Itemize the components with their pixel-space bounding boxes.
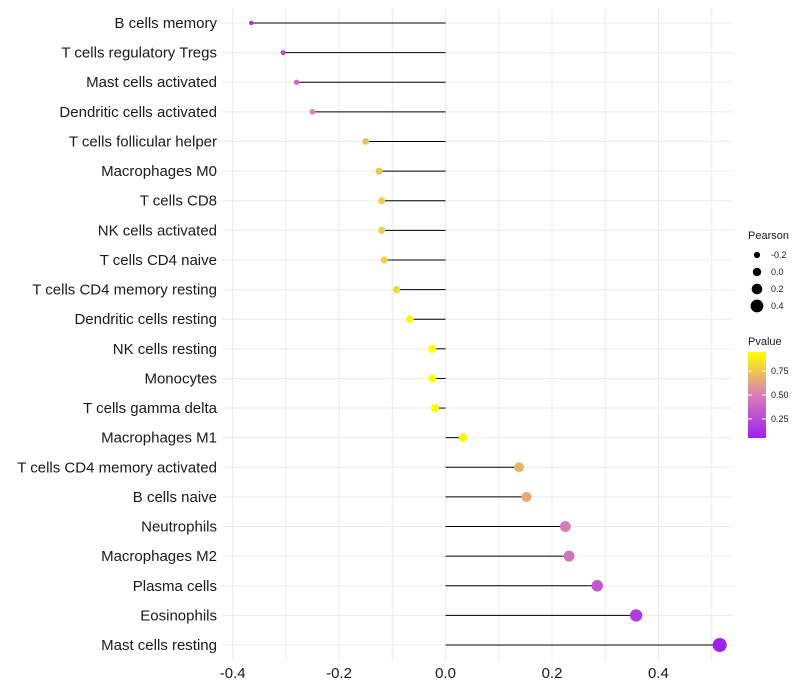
lollipop-point xyxy=(392,285,401,294)
category-label: T cells follicular helper xyxy=(69,133,217,150)
category-label: NK cells resting xyxy=(113,341,217,358)
lollipop-point xyxy=(591,580,604,592)
lollipop-point xyxy=(563,550,575,562)
category-label: B cells naive xyxy=(133,489,217,506)
colorbar-tick-label: 0.50 xyxy=(771,390,789,400)
pvalue-colorbar xyxy=(748,352,766,438)
category-labels: B cells memory T cells regulatory Tregs Ma… xyxy=(17,15,217,654)
stem-layer xyxy=(251,22,720,646)
size-legend-items: -0.2 0.0 0.2 0.4 xyxy=(750,250,787,313)
x-axis-ticks: -0.4 -0.2 0.0 0.2 0.4 xyxy=(220,665,669,682)
category-label: Plasma cells xyxy=(133,578,217,595)
colorbar-ticks: 0.75 0.50 0.25 xyxy=(748,366,789,424)
x-tick-label: 0.0 xyxy=(435,665,456,682)
category-label: Eosinophils xyxy=(140,607,217,624)
category-label: B cells memory xyxy=(114,15,217,32)
lollipop-point xyxy=(712,637,727,653)
category-label: T cells CD4 memory activated xyxy=(17,459,217,476)
category-label: Dendritic cells resting xyxy=(74,311,217,328)
lollipop-point xyxy=(378,197,386,205)
size-legend-label: 0.2 xyxy=(771,284,784,294)
lollipop-point xyxy=(309,109,316,115)
category-label: T cells CD4 naive xyxy=(100,252,217,269)
lollipop-point xyxy=(362,138,370,145)
lollipop-point xyxy=(559,521,571,532)
lollipop-point xyxy=(521,491,532,502)
lollipop-point xyxy=(428,374,437,383)
category-label: Dendritic cells activated xyxy=(59,104,217,121)
grid-layer xyxy=(222,8,733,660)
category-label: Mast cells activated xyxy=(86,74,217,91)
lollipop-point xyxy=(428,344,437,353)
size-legend-label: -0.2 xyxy=(771,250,787,260)
category-label: T cells CD8 xyxy=(140,193,217,210)
point-layer xyxy=(249,20,727,653)
color-legend-title: Pvalue xyxy=(748,336,782,348)
size-legend-title: Pearson xyxy=(748,230,789,242)
category-label: T cells CD4 memory resting xyxy=(32,282,217,299)
category-label: Neutrophils xyxy=(141,519,217,536)
legend: Pearson -0.2 0.0 0.2 0.4 Pvalue 0.75 0.50 0.2… xyxy=(748,230,789,438)
lollipop-point xyxy=(406,315,414,324)
category-label: T cells regulatory Tregs xyxy=(61,45,217,62)
category-label: Macrophages M0 xyxy=(101,163,217,180)
colorbar-tick-label: 0.25 xyxy=(771,414,789,424)
size-legend-label: 0.4 xyxy=(771,301,784,311)
size-legend-dot xyxy=(753,251,761,259)
category-label: Mast cells resting xyxy=(101,637,217,654)
lollipop-point xyxy=(430,403,440,413)
lollipop-point xyxy=(514,462,524,473)
category-label: Macrophages M1 xyxy=(101,430,217,447)
lollipop-point xyxy=(375,167,383,175)
category-label: Macrophages M2 xyxy=(101,548,217,565)
lollipop-point xyxy=(629,609,643,622)
size-legend-dot xyxy=(752,267,762,277)
x-tick-label: 0.4 xyxy=(648,665,669,682)
lollipop-point xyxy=(380,256,388,264)
size-legend-dot xyxy=(751,283,763,295)
category-label: T cells gamma delta xyxy=(83,400,218,417)
x-tick-label: -0.2 xyxy=(326,665,352,682)
lollipop-point xyxy=(280,50,286,56)
x-tick-label: 0.2 xyxy=(542,665,563,682)
colorbar-tick-label: 0.75 xyxy=(771,366,789,376)
x-tick-label: -0.4 xyxy=(220,665,246,682)
category-label: NK cells activated xyxy=(98,222,217,239)
size-legend-dot xyxy=(750,299,764,313)
lollipop-point xyxy=(378,226,386,234)
lollipop-point xyxy=(458,433,468,443)
lollipop-point xyxy=(249,20,254,26)
category-label: Monocytes xyxy=(144,370,217,387)
size-legend-label: 0.0 xyxy=(771,267,784,277)
lollipop-point xyxy=(293,79,300,85)
